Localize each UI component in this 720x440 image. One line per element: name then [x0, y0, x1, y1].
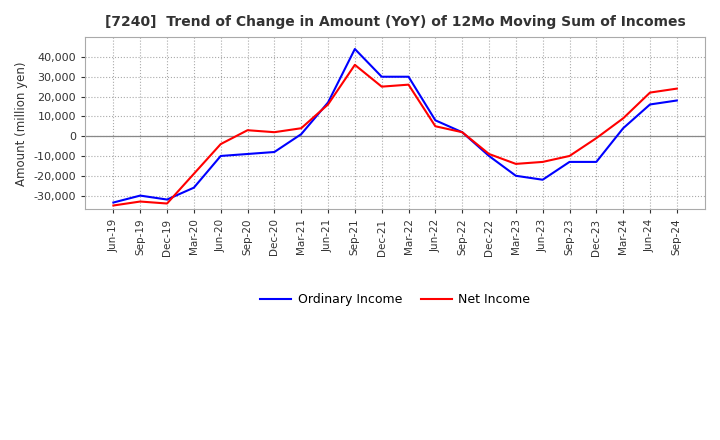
Net Income	[297, 125, 305, 131]
Ordinary Income	[539, 177, 547, 182]
Net Income	[646, 90, 654, 95]
Net Income	[619, 116, 628, 121]
Ordinary Income	[377, 74, 386, 79]
Ordinary Income	[565, 159, 574, 165]
Ordinary Income	[672, 98, 681, 103]
Net Income	[189, 171, 198, 176]
Ordinary Income	[324, 100, 333, 105]
Net Income	[458, 129, 467, 135]
Ordinary Income	[485, 153, 493, 158]
Net Income	[324, 102, 333, 107]
Net Income	[243, 128, 252, 133]
Y-axis label: Amount (million yen): Amount (million yen)	[15, 61, 28, 186]
Net Income	[351, 62, 359, 67]
Net Income	[136, 199, 145, 204]
Ordinary Income	[189, 185, 198, 191]
Line: Net Income: Net Income	[113, 65, 677, 205]
Net Income	[672, 86, 681, 91]
Ordinary Income	[270, 149, 279, 154]
Ordinary Income	[511, 173, 520, 178]
Net Income	[539, 159, 547, 165]
Net Income	[404, 82, 413, 87]
Ordinary Income	[136, 193, 145, 198]
Title: [7240]  Trend of Change in Amount (YoY) of 12Mo Moving Sum of Incomes: [7240] Trend of Change in Amount (YoY) o…	[104, 15, 685, 29]
Net Income	[377, 84, 386, 89]
Net Income	[511, 161, 520, 166]
Ordinary Income	[109, 200, 117, 205]
Line: Ordinary Income: Ordinary Income	[113, 49, 677, 202]
Net Income	[592, 136, 600, 141]
Ordinary Income	[458, 129, 467, 135]
Ordinary Income	[404, 74, 413, 79]
Ordinary Income	[217, 153, 225, 158]
Ordinary Income	[243, 151, 252, 157]
Net Income	[163, 201, 171, 206]
Net Income	[270, 129, 279, 135]
Ordinary Income	[297, 132, 305, 137]
Ordinary Income	[431, 117, 440, 123]
Ordinary Income	[351, 46, 359, 51]
Net Income	[109, 203, 117, 208]
Ordinary Income	[592, 159, 600, 165]
Net Income	[565, 153, 574, 158]
Legend: Ordinary Income, Net Income: Ordinary Income, Net Income	[255, 288, 535, 311]
Ordinary Income	[619, 125, 628, 131]
Ordinary Income	[163, 197, 171, 202]
Net Income	[485, 151, 493, 157]
Net Income	[431, 124, 440, 129]
Net Income	[217, 141, 225, 147]
Ordinary Income	[646, 102, 654, 107]
